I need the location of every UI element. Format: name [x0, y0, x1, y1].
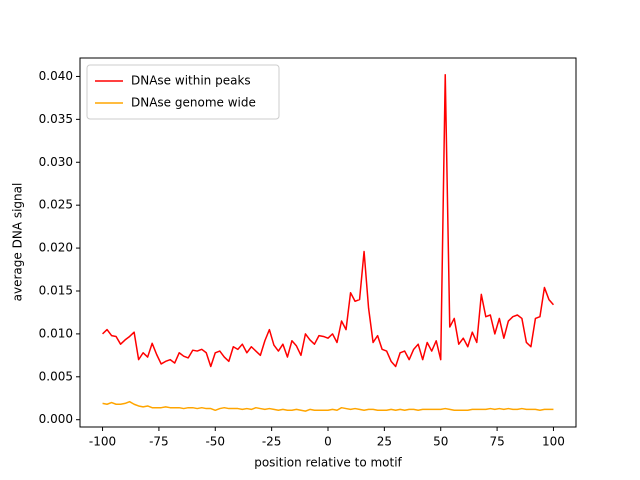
- y-tick-label: 0.015: [39, 283, 73, 297]
- x-tick-label: 50: [433, 435, 448, 449]
- y-tick-label: 0.010: [39, 326, 73, 340]
- y-tick-label: 0.000: [39, 412, 73, 426]
- x-tick-label: 25: [377, 435, 392, 449]
- x-tick-label: -25: [262, 435, 282, 449]
- y-tick-label: 0.035: [39, 112, 73, 126]
- legend-label: DNAse within peaks: [131, 74, 251, 88]
- y-tick-label: 0.025: [39, 198, 73, 212]
- legend: DNAse within peaks DNAse genome wide: [86, 64, 280, 120]
- x-tick-label: -100: [89, 435, 116, 449]
- data-line: [102, 73, 555, 368]
- x-axis-label: position relative to motif: [254, 456, 402, 470]
- plot-frame: [79, 57, 577, 428]
- y-tick-label: 0.030: [39, 155, 73, 169]
- data-line: [102, 400, 554, 412]
- y-tick-label: 0.020: [39, 241, 73, 255]
- y-tick-label: 0.040: [39, 69, 73, 83]
- x-tick-label: 100: [542, 435, 565, 449]
- y-tick-label: 0.005: [39, 369, 73, 383]
- x-tick-label: -75: [149, 435, 169, 449]
- x-tick-label: 0: [324, 435, 332, 449]
- x-tick-label: 75: [489, 435, 504, 449]
- x-tick-label: -50: [205, 435, 225, 449]
- legend-box: [86, 64, 280, 120]
- legend-label: DNAse genome wide: [131, 96, 256, 110]
- y-axis-label: average DNA signal: [11, 183, 25, 302]
